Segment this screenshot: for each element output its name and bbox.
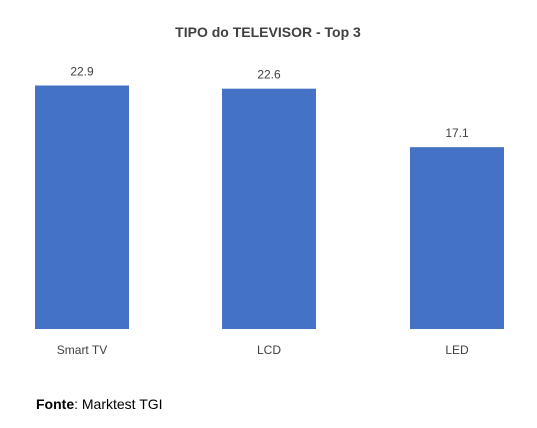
source-separator: : — [74, 396, 78, 412]
data-label: 22.6 — [257, 68, 281, 82]
bar-smart-tv — [35, 85, 129, 329]
bar-lcd — [222, 88, 316, 329]
x-tick-label: LCD — [257, 343, 281, 357]
data-label: 22.9 — [70, 65, 94, 79]
x-tick-labels-layer: Smart TV LCD LED — [57, 343, 469, 357]
bars-layer — [35, 85, 504, 329]
data-label: 17.1 — [445, 126, 469, 140]
x-tick-label: LED — [445, 343, 469, 357]
bar-led — [410, 147, 504, 329]
source-text: Marktest TGI — [81, 396, 163, 412]
chart-title: TIPO do TELEVISOR - Top 3 — [175, 24, 361, 40]
data-labels-layer: 22.9 22.6 17.1 — [70, 65, 469, 141]
source-note: Fonte: Marktest TGI — [36, 396, 163, 412]
source-label: Fonte — [36, 396, 75, 412]
bar-chart: TIPO do TELEVISOR - Top 3 22.9 22.6 17.1 S… — [35, 24, 504, 357]
x-tick-label: Smart TV — [57, 343, 107, 357]
